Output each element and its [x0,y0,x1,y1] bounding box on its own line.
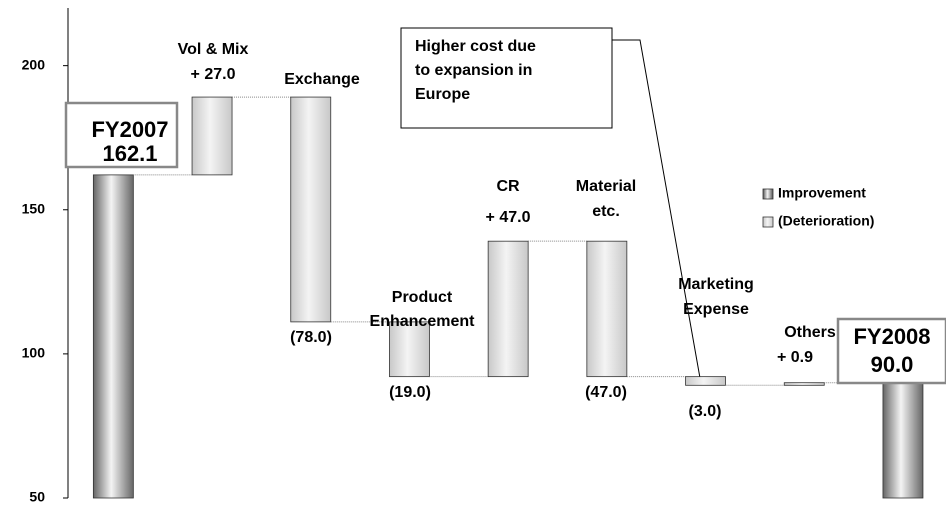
category-label: Vol & Mix [178,41,249,58]
bar [586,240,628,378]
bar [487,240,529,378]
y-tick-label: 200 [22,56,46,72]
value-label: (3.0) [689,403,722,420]
bar [92,174,134,499]
bar [290,96,332,323]
y-tick-label: 100 [22,345,46,361]
value-label: + 27.0 [191,66,236,83]
value-label: (19.0) [389,384,431,401]
bar [783,382,825,386]
value-label: 90.0 [871,352,914,377]
legend-swatch [762,188,774,200]
category-label: CR [496,178,520,195]
category-label: Others [784,324,836,341]
value-label: 162.1 [102,141,157,166]
category-label: FY2008 [853,324,930,349]
category-label: Enhancement [370,313,476,330]
legend-swatch [762,216,774,228]
legend-label: Improvement [778,185,866,201]
annotation-text: Europe [415,86,470,103]
category-label: Exchange [284,71,360,88]
bar [191,96,233,176]
annotation-box [400,27,613,129]
annotation-leader [612,39,701,379]
y-tick-label: 150 [22,200,46,216]
category-label: etc. [592,203,620,220]
label-box [64,101,179,169]
category-label: Marketing [678,276,754,293]
value-label: + 47.0 [486,209,531,226]
bar [685,376,726,386]
y-tick-label: 50 [29,489,45,505]
annotation-text: to expansion in [415,62,532,79]
category-label: Expense [683,301,749,318]
label-box [836,317,946,385]
bar [882,382,924,499]
value-label: (47.0) [585,384,627,401]
category-label: Product [392,289,453,306]
category-label: FY2007 [91,117,168,142]
value-label: (78.0) [290,329,332,346]
value-label: + 0.9 [777,349,813,366]
category-label: Material [576,178,636,195]
legend-label: (Deterioration) [778,213,874,229]
annotation-text: Higher cost due [415,38,536,55]
bar [389,321,430,378]
